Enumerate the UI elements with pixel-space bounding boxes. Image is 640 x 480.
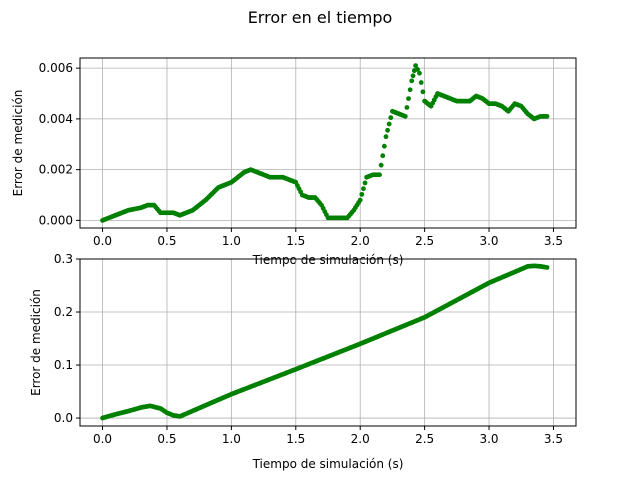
x-tick-label: 1.0 [222,432,241,446]
x-tick-label: 1.5 [286,234,305,248]
data-point [544,265,550,270]
data-point [402,113,408,119]
x-tick-label: 3.5 [544,234,563,248]
x-tick-label: 3.5 [544,432,563,446]
chart-2: 0.0 0.5 1.0 1.5 2.0 2.5 3.0 3.5 0.0 0.1 0.2 0.3 Tiem… [29,252,577,471]
x-tick-label: 0.0 [93,432,112,446]
chart-1: 0.0 0.5 1.0 1.5 2.0 2.5 3.0 3.5 0.000 0.002 0.004 0… [11,57,577,267]
data-point [418,80,424,85]
data-point [359,191,365,197]
y-axis-label: Error de medición [29,289,43,396]
data-point [388,115,394,121]
y-tick-label: 0.002 [39,163,73,177]
data-point [406,96,411,101]
x-axis-label: Tiempo de simulación (s) [252,253,404,267]
data-series [100,263,550,421]
y-tick-label: 0.0 [54,411,73,425]
data-point [410,73,416,79]
x-tick-label: 3.0 [479,234,498,248]
y-tick-label: 0.1 [54,358,73,372]
x-tick-label: 2.5 [415,234,434,248]
data-point [407,87,413,93]
figure-title: Error en el tiempo [247,8,393,27]
y-axis-label: Error de medición [11,90,25,197]
data-series [100,63,550,223]
data-point [378,162,384,168]
data-point [383,134,389,140]
x-tick-label: 0.5 [157,432,176,446]
data-point [415,67,420,72]
y-tick-label: 0.3 [54,252,73,266]
axes-frame [79,57,577,229]
data-point [404,105,410,110]
data-point [357,197,363,203]
x-tick-label: 1.0 [222,234,241,248]
x-tick-label: 1.5 [286,432,305,446]
data-point [409,78,415,84]
axes-frame [79,258,577,427]
x-tick-label: 2.5 [415,432,434,446]
data-point [544,113,550,119]
data-point [362,180,368,186]
data-point [380,153,386,159]
data-point [417,70,422,76]
y-tick-label: 0.006 [39,61,73,75]
x-tick-label: 0.5 [157,234,176,248]
x-tick-label: 3.0 [479,432,498,446]
x-tick-label: 2.0 [351,432,370,446]
data-point [386,121,392,127]
x-tick-label: 0.0 [93,234,112,248]
x-tick-label: 2.0 [351,234,370,248]
data-point [377,172,382,178]
data-point [420,89,426,95]
y-tick-label: 0.000 [39,213,73,227]
y-tick-label: 0.2 [54,305,73,319]
y-tick-label: 0.004 [39,112,73,126]
data-point [413,63,419,69]
data-point [385,127,390,133]
data-point [381,143,387,149]
data-point [361,186,366,192]
x-axis-label: Tiempo de simulación (s) [252,457,404,471]
